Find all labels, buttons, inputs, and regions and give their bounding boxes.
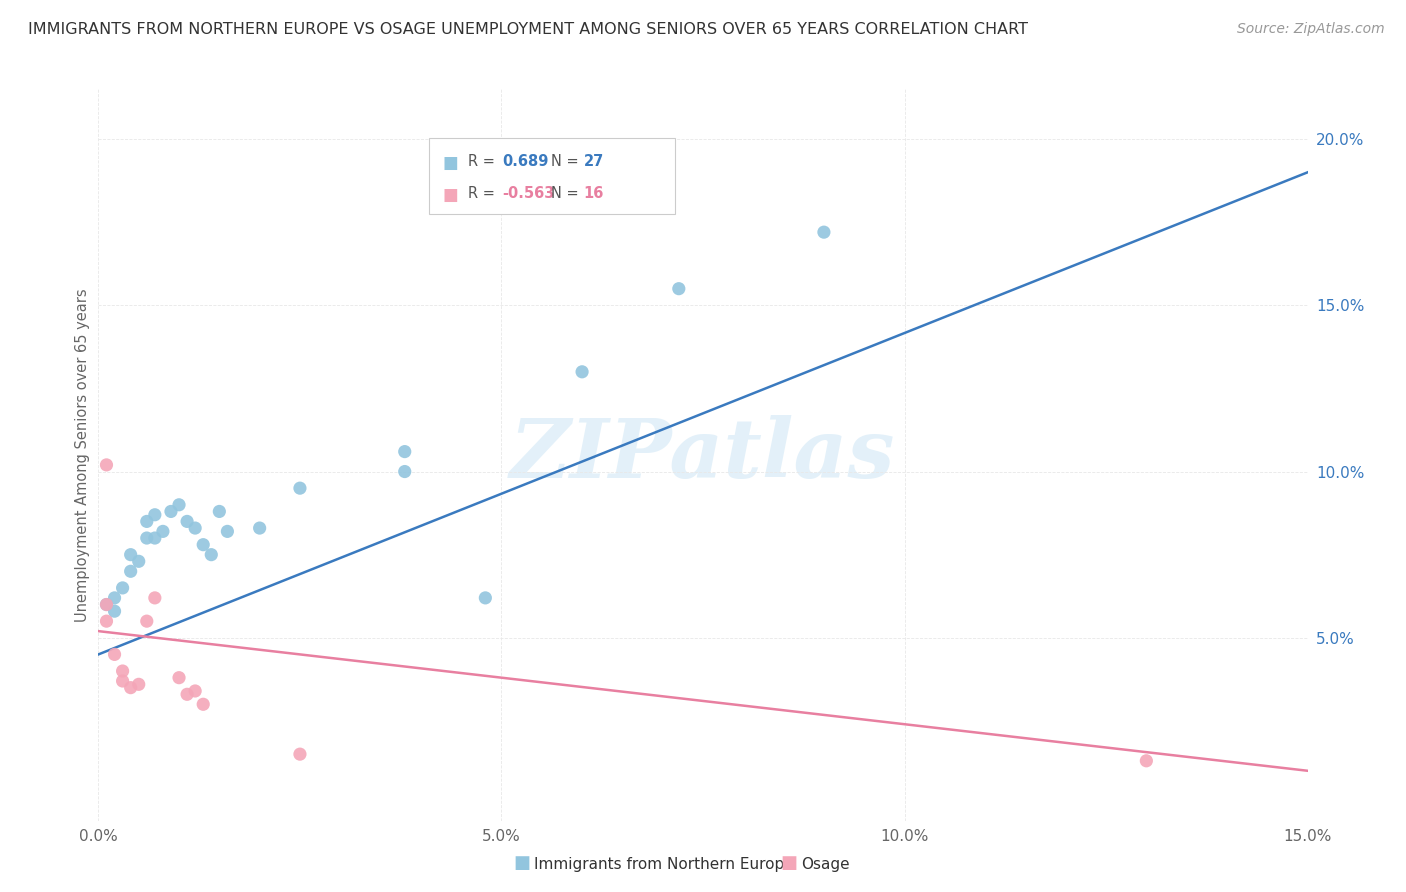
Point [813, 225, 835, 239]
Text: N =: N = [551, 154, 583, 169]
Text: Osage: Osage [801, 857, 851, 872]
Point [176, 687, 198, 701]
Text: Immigrants from Northern Europe: Immigrants from Northern Europe [534, 857, 794, 872]
Text: ■: ■ [780, 855, 797, 872]
Point [143, 531, 166, 545]
Text: ■: ■ [513, 855, 530, 872]
Point [249, 521, 271, 535]
Text: ■: ■ [443, 154, 458, 172]
Point [96, 598, 118, 612]
Point [193, 698, 215, 712]
Point [96, 458, 118, 472]
Point [160, 504, 183, 518]
Text: 16: 16 [583, 186, 603, 201]
Text: IMMIGRANTS FROM NORTHERN EUROPE VS OSAGE UNEMPLOYMENT AMONG SENIORS OVER 65 YEAR: IMMIGRANTS FROM NORTHERN EUROPE VS OSAGE… [28, 22, 1028, 37]
Point [128, 554, 150, 568]
Point [103, 591, 125, 605]
Point [143, 591, 166, 605]
Point [167, 498, 190, 512]
Text: N =: N = [551, 186, 583, 201]
Text: 0.689: 0.689 [502, 154, 548, 169]
Point [128, 677, 150, 691]
Point [394, 465, 416, 479]
Text: 27: 27 [583, 154, 603, 169]
Point [184, 684, 207, 698]
Point [288, 481, 311, 495]
Point [1135, 754, 1157, 768]
Text: R =: R = [468, 154, 499, 169]
Point [103, 648, 125, 662]
Point [474, 591, 496, 605]
Text: ■: ■ [443, 186, 458, 203]
Point [176, 515, 198, 529]
Point [96, 614, 118, 628]
Point [167, 671, 190, 685]
Point [152, 524, 174, 539]
Text: Source: ZipAtlas.com: Source: ZipAtlas.com [1237, 22, 1385, 37]
Point [184, 521, 207, 535]
Point [111, 664, 134, 678]
Point [111, 673, 134, 688]
Point [111, 581, 134, 595]
Point [120, 548, 142, 562]
Text: ZIPatlas: ZIPatlas [510, 415, 896, 495]
Point [143, 508, 166, 522]
Point [217, 524, 239, 539]
Point [135, 614, 157, 628]
Y-axis label: Unemployment Among Seniors over 65 years: Unemployment Among Seniors over 65 years [75, 288, 90, 622]
Point [208, 504, 231, 518]
Point [135, 515, 157, 529]
Point [120, 564, 142, 578]
Point [571, 365, 593, 379]
Point [96, 598, 118, 612]
Point [394, 444, 416, 458]
Point [288, 747, 311, 761]
Point [135, 531, 157, 545]
Point [103, 604, 125, 618]
Point [120, 681, 142, 695]
Text: -0.563: -0.563 [502, 186, 554, 201]
Point [193, 538, 215, 552]
Text: R =: R = [468, 186, 499, 201]
Point [668, 282, 690, 296]
Point [200, 548, 222, 562]
